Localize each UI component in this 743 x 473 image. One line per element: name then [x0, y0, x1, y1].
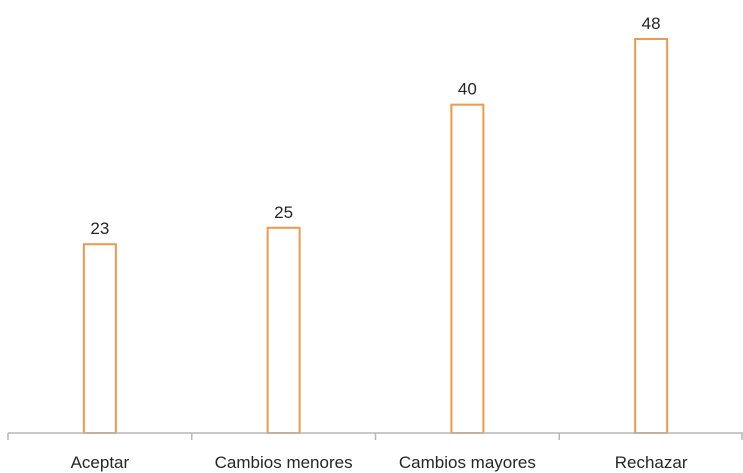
- category-label-3: Rechazar: [615, 453, 688, 472]
- bar-1: [266, 226, 301, 434]
- data-label-0: 23: [90, 219, 109, 238]
- category-label-2: Cambios mayores: [399, 453, 536, 472]
- data-label-1: 25: [274, 203, 293, 222]
- bar-3: [634, 38, 669, 434]
- x-axis: [7, 432, 743, 440]
- data-label-3: 48: [642, 14, 661, 33]
- data-label-2: 40: [458, 80, 477, 99]
- bars-layer: [82, 38, 669, 435]
- bar-2: [450, 103, 485, 435]
- category-label-0: Aceptar: [71, 453, 130, 472]
- bar-0: [82, 243, 117, 434]
- category-label-1: Cambios menores: [215, 453, 353, 472]
- labels-layer: 23 Aceptar 25 Cambios menores 40 Cambios mayo…: [71, 14, 688, 472]
